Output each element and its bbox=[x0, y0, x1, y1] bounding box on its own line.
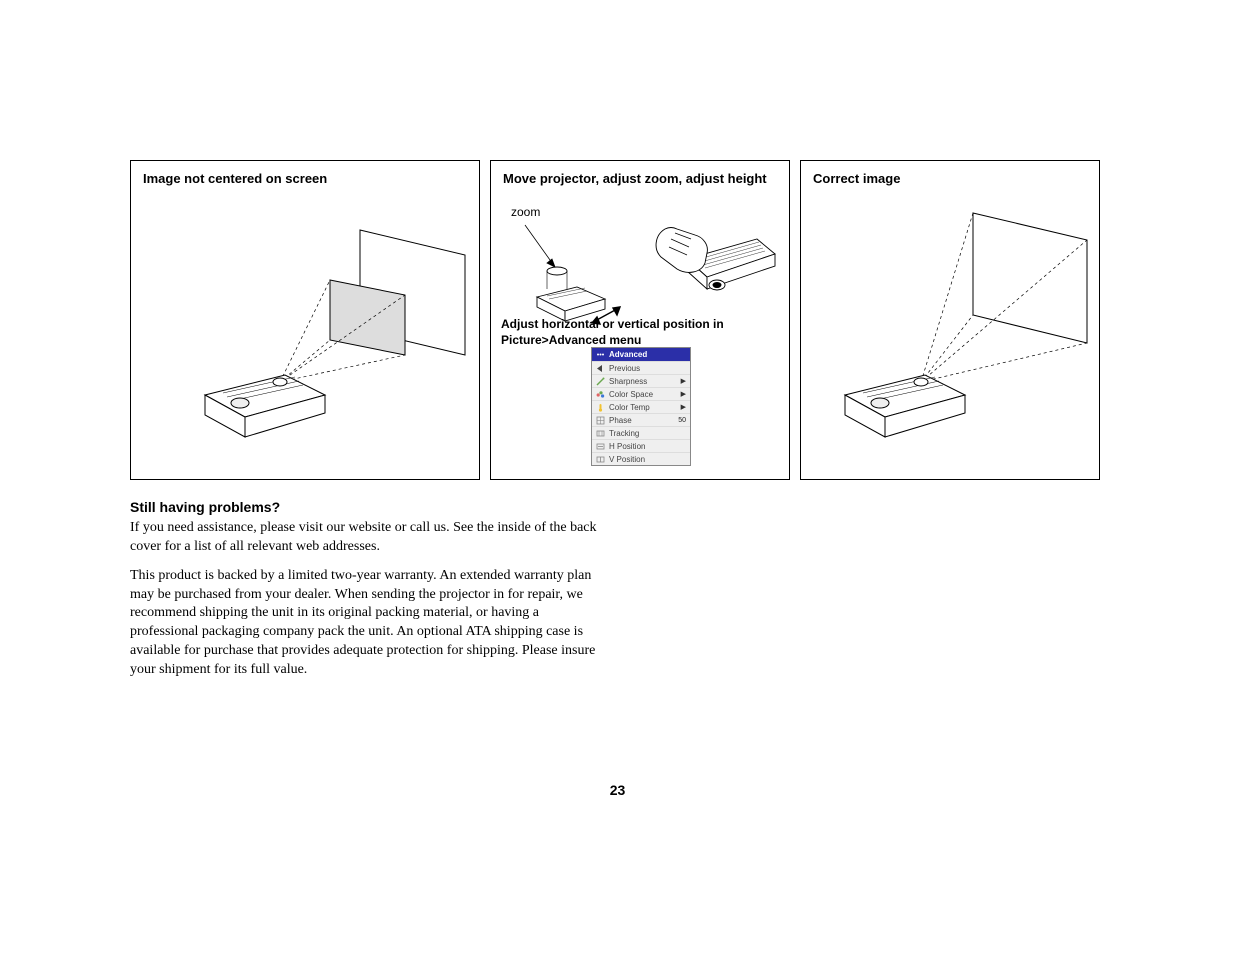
panel-solution: Move projector, adjust zoom, adjust heig… bbox=[490, 160, 790, 480]
advanced-menu-item: Color Temp ▶ bbox=[592, 400, 690, 413]
panel-solution-title: Move projector, adjust zoom, adjust heig… bbox=[503, 171, 777, 188]
grid-icon bbox=[596, 416, 605, 425]
projector-icon bbox=[845, 375, 965, 437]
hpos-icon bbox=[596, 442, 605, 451]
help-paragraph-2: This product is backed by a limited two-… bbox=[130, 567, 600, 680]
vpos-icon bbox=[596, 455, 605, 464]
advanced-menu-item: Previous bbox=[592, 361, 690, 374]
advanced-menu: Advanced PreviousSharpness▶Color Space▶C… bbox=[591, 347, 691, 466]
solution-subtitle-1: Adjust horizontal or vertical position i… bbox=[501, 317, 779, 333]
advanced-menu-item: Color Space ▶ bbox=[592, 387, 690, 400]
panel-result: Correct image bbox=[800, 160, 1100, 480]
advanced-menu-item-label: Color Space bbox=[609, 390, 677, 399]
track-icon bbox=[596, 429, 605, 438]
result-illustration bbox=[805, 185, 1095, 465]
help-paragraph-1: If you need assistance, please visit our… bbox=[130, 519, 600, 557]
panel-problem: Image not centered on screen bbox=[130, 160, 480, 480]
advanced-menu-item-label: V Position bbox=[609, 455, 686, 464]
page-content: Image not centered on screen bbox=[130, 160, 1105, 690]
advanced-menu-item-label: Color Temp bbox=[609, 403, 677, 412]
advanced-menu-item: H Position bbox=[592, 439, 690, 452]
help-heading: Still having problems? bbox=[130, 498, 600, 517]
chevron-right-icon: ▶ bbox=[681, 377, 686, 385]
advanced-menu-item: Tracking bbox=[592, 426, 690, 439]
advanced-menu-header-label: Advanced bbox=[609, 350, 647, 359]
back-icon bbox=[596, 364, 605, 373]
advanced-menu-header: Advanced bbox=[592, 348, 690, 361]
projector-icon bbox=[205, 375, 325, 437]
panel-row: Image not centered on screen bbox=[130, 160, 1105, 480]
advanced-menu-item: V Position bbox=[592, 452, 690, 465]
chevron-right-icon: ▶ bbox=[681, 390, 686, 398]
advanced-menu-item-label: Phase bbox=[609, 416, 674, 425]
advanced-menu-item-label: Tracking bbox=[609, 429, 686, 438]
zoom-illustration bbox=[497, 189, 777, 329]
wand-icon bbox=[596, 377, 605, 386]
advanced-menu-item-value: 50 bbox=[678, 417, 686, 424]
temp-icon bbox=[596, 403, 605, 412]
help-text-block: Still having problems? If you need assis… bbox=[130, 498, 600, 680]
advanced-menu-item: Phase 50 bbox=[592, 413, 690, 426]
palette-icon bbox=[596, 390, 605, 399]
solution-subtitle-2: Picture>Advanced menu bbox=[501, 333, 779, 349]
advanced-menu-item-label: Previous bbox=[609, 364, 686, 373]
advanced-menu-item-label: Sharpness bbox=[609, 377, 677, 386]
advanced-menu-item: Sharpness ▶ bbox=[592, 374, 690, 387]
menu-dots-icon bbox=[596, 350, 605, 359]
chevron-right-icon: ▶ bbox=[681, 403, 686, 411]
advanced-menu-item-label: H Position bbox=[609, 442, 686, 451]
page-number: 23 bbox=[0, 782, 1235, 798]
problem-illustration bbox=[135, 185, 475, 465]
